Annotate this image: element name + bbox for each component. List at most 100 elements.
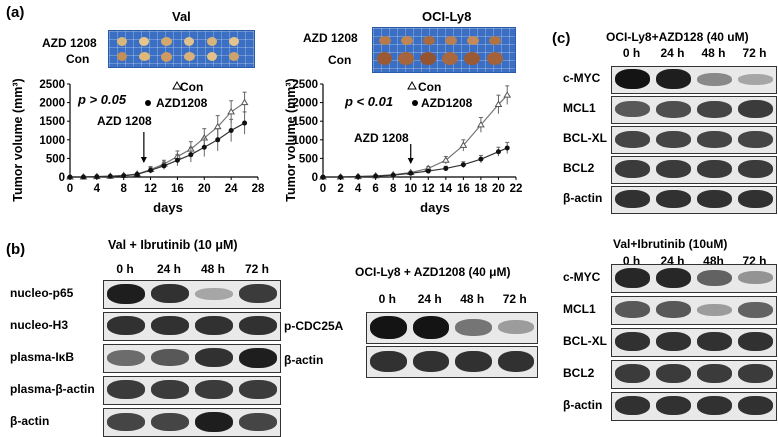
y-tick-label: 0 — [312, 172, 318, 184]
blot-strip — [103, 312, 281, 341]
blot-band — [151, 316, 189, 335]
blot-band — [455, 350, 492, 372]
blot-title-c-bottom: Val+Ibrutinib (10uM) — [613, 237, 728, 251]
data-point-con — [459, 141, 468, 148]
x-tick-label: 16 — [457, 183, 470, 195]
blot-row-label: MCL1 — [563, 301, 596, 316]
legend-marker-azd-ocily8 — [412, 100, 418, 106]
data-point-azd1208 — [460, 162, 466, 168]
data-point-azd1208 — [201, 144, 207, 150]
blot-strip — [366, 346, 538, 378]
data-point-azd1208 — [107, 173, 113, 179]
x-tick-label: 20 — [198, 183, 211, 195]
photo-label-azd-val: AZD 1208 — [42, 36, 97, 50]
blot-title-c-top: OCI-Ly8+AZD128 (40 uM) — [606, 30, 749, 44]
tumor-photo-ocily8 — [372, 27, 516, 73]
ylabel-val: Tumor volume (mm³) — [11, 78, 25, 201]
data-point-con — [441, 156, 450, 163]
data-point-azd1208 — [390, 172, 396, 178]
blot-strip — [611, 96, 777, 124]
xlabel-val: days — [153, 200, 183, 215]
data-point-azd1208 — [425, 168, 431, 174]
blot-band — [656, 160, 691, 178]
blot-row-label: MCL1 — [563, 101, 596, 115]
legend-marker-con-val — [172, 80, 182, 90]
blot-strip — [103, 344, 281, 373]
data-point-azd1208 — [94, 174, 100, 180]
series-line-azd1208 — [323, 147, 508, 178]
blot-band — [738, 271, 773, 284]
blot-band — [697, 130, 732, 148]
timepoint-label: 72 h — [244, 262, 269, 276]
blot-strip — [611, 156, 777, 184]
blot-band — [370, 315, 407, 339]
x-tick-label: 22 — [510, 183, 523, 195]
blot-row-label: plasma-IκB — [10, 349, 75, 364]
blot-band — [151, 349, 189, 366]
blot-band — [697, 190, 732, 208]
blot-band — [615, 267, 650, 288]
blot-strip — [611, 66, 777, 94]
timepoint-label: 0 h — [622, 46, 641, 60]
blot-band — [497, 320, 534, 334]
timepoint-label: 48 h — [701, 46, 726, 60]
annotation-val: AZD 1208 — [97, 114, 152, 128]
blot-band — [738, 396, 773, 415]
blot-band — [615, 396, 650, 415]
blot-row-label: BCL-XL — [563, 333, 607, 348]
data-point-azd1208 — [80, 174, 86, 180]
tumor-photo-val — [108, 30, 255, 68]
panel-label-c: (c) — [552, 30, 571, 47]
blot-row-label: nucleo-p65 — [10, 285, 74, 300]
blot-band — [107, 412, 145, 431]
x-tick-label: 4 — [94, 183, 101, 195]
blot-band — [195, 411, 233, 432]
blot-band — [615, 101, 650, 117]
legend-marker-con-ocily8 — [407, 80, 417, 90]
x-tick-label: 2 — [337, 183, 343, 195]
x-tick-label: 28 — [252, 183, 265, 195]
x-tick-label: 20 — [492, 183, 505, 195]
pvalue-val: p > 0.05 — [77, 92, 127, 107]
blot-band — [239, 284, 277, 303]
legend-azd-val: AZD1208 — [156, 96, 208, 110]
blot-title-b-middle: OCI-Ly8 + AZD1208 (40 μM) — [355, 265, 511, 279]
data-point-azd1208 — [188, 152, 194, 158]
blot-band — [656, 396, 691, 415]
y-tick-label: 1500 — [39, 116, 65, 128]
data-point-azd1208 — [408, 170, 414, 176]
blot-band — [656, 130, 691, 148]
blot-row-label: c-MYC — [563, 71, 601, 85]
blot-band — [697, 364, 732, 383]
data-point-azd1208 — [478, 156, 484, 162]
blot-band — [151, 284, 189, 303]
blot-band — [738, 332, 773, 351]
blot-band — [656, 332, 691, 351]
blot-band — [697, 303, 732, 316]
data-point-azd1208 — [174, 157, 180, 163]
y-tick-label: 1500 — [292, 116, 318, 128]
data-point-azd1208 — [338, 174, 344, 180]
blot-strip — [366, 312, 538, 344]
blot-band — [615, 190, 650, 208]
blot-band — [738, 160, 773, 178]
blot-band — [107, 349, 145, 366]
xlabel-ocily8: days — [420, 200, 450, 215]
blot-band — [151, 380, 189, 399]
treatment-arrowhead — [407, 158, 414, 164]
blot-row-label: β-actin — [284, 353, 324, 367]
blot-band — [738, 73, 773, 85]
data-point-con — [477, 120, 485, 128]
blot-band — [107, 316, 145, 335]
x-tick-label: 10 — [404, 183, 417, 195]
blot-strip — [103, 376, 281, 405]
chart-title-ocily8: OCI-Ly8 — [422, 9, 472, 24]
blot-row-label: β-actin — [10, 413, 50, 428]
blot-row-label: p-CDC25A — [284, 319, 344, 333]
treatment-arrowhead — [140, 157, 147, 163]
timepoint-label: 24 h — [156, 262, 181, 276]
blot-band — [107, 283, 145, 304]
blot-row-label: plasma-β-actin — [10, 381, 95, 396]
blot-band — [195, 348, 233, 367]
blot-band — [239, 347, 277, 368]
